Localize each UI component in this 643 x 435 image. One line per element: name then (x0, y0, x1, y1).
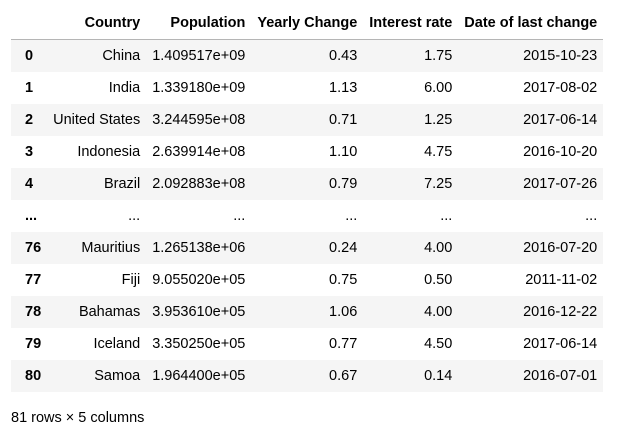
table-row: 79 Iceland 3.350250e+05 0.77 4.50 2017-0… (11, 328, 603, 360)
cell-date-of-last-change: 2016-10-20 (523, 144, 598, 160)
cell-yearly-change: 1.13 (329, 80, 358, 96)
table-row: 80 Samoa 1.964400e+05 0.67 0.14 2016-07-… (11, 360, 604, 392)
column-header-country: Country (47, 6, 147, 40)
column-header-population: Population (146, 6, 252, 40)
row-index: 79 (25, 336, 42, 352)
table-row: 1 India 1.339180e+09 1.13 6.00 2017-08-0… (11, 72, 603, 104)
cell-interest-rate: 4.00 (424, 240, 453, 256)
cell-yearly-change: 0.79 (329, 176, 358, 192)
cell-population: 3.244595e+08 (152, 112, 246, 128)
cell-country: Mauritius (81, 240, 141, 256)
cell-date-of-last-change: 2016-07-01 (523, 368, 598, 384)
row-index: ... (25, 208, 38, 224)
header-row: Country Population Yearly Change Interes… (11, 6, 604, 40)
row-index: 78 (25, 304, 42, 320)
cell-yearly-change: 0.71 (329, 112, 358, 128)
column-header-interest-rate: Interest rate (363, 6, 459, 40)
cell-interest-rate: 4.75 (424, 144, 453, 160)
cell-interest-rate: 6.00 (424, 80, 453, 96)
cell-yearly-change: 0.77 (329, 336, 358, 352)
table-row: 78 Bahamas 3.953610e+05 1.06 4.00 2016-1… (11, 296, 604, 328)
index-header (11, 6, 48, 40)
row-index: 3 (25, 144, 34, 160)
cell-country: ... (128, 208, 141, 224)
row-index: 76 (25, 240, 42, 256)
cell-country: India (108, 80, 141, 96)
cell-interest-rate: 0.50 (424, 272, 453, 288)
cell-population: 1.964400e+05 (152, 368, 246, 384)
cell-date-of-last-change: 2016-12-22 (523, 304, 598, 320)
cell-date-of-last-change: 2011-11-02 (525, 272, 598, 288)
cell-population: 1.265138e+06 (152, 240, 246, 256)
cell-interest-rate: 7.25 (424, 176, 453, 192)
cell-population: 9.055020e+05 (152, 272, 246, 288)
cell-date-of-last-change: 2017-08-02 (523, 80, 598, 96)
cell-date-of-last-change: 2017-07-26 (523, 176, 598, 192)
cell-date-of-last-change: 2016-07-20 (523, 240, 598, 256)
cell-population: ... (233, 208, 246, 224)
row-index: 77 (25, 272, 42, 288)
cell-population: 3.350250e+05 (152, 336, 246, 352)
cell-yearly-change: 0.24 (329, 240, 358, 256)
table-row: 76 Mauritius 1.265138e+06 0.24 4.00 2016… (11, 232, 604, 264)
cell-date-of-last-change: 2017-06-14 (523, 112, 598, 128)
table-row: 0 China 1.409517e+09 0.43 1.75 2015-10-2… (11, 39, 604, 72)
table-row-ellipsis: ... ... ... ... ... ... (11, 200, 603, 232)
cell-country: Brazil (103, 176, 141, 192)
row-index: 0 (25, 48, 34, 64)
cell-date-of-last-change: 2015-10-23 (523, 48, 598, 64)
cell-yearly-change: 1.06 (329, 304, 358, 320)
cell-yearly-change: 0.67 (329, 368, 358, 384)
cell-population: 2.092883e+08 (152, 176, 246, 192)
cell-country: Samoa (94, 368, 141, 384)
cell-yearly-change: 1.10 (329, 144, 358, 160)
table-row: 4 Brazil 2.092883e+08 0.79 7.25 2017-07-… (11, 168, 604, 200)
table-row: 77 Fiji 9.055020e+05 0.75 0.50 2011-11-0… (11, 264, 603, 296)
cell-population: 3.953610e+05 (152, 304, 246, 320)
row-index: 4 (25, 176, 34, 192)
table-row: 3 Indonesia 2.639914e+08 1.10 4.75 2016-… (11, 136, 603, 168)
column-header-date-of-last-change: Date of last change (458, 6, 604, 40)
cell-country: Fiji (121, 272, 141, 288)
cell-country: Iceland (93, 336, 141, 352)
cell-yearly-change: 0.43 (329, 48, 358, 64)
cell-country: Indonesia (77, 144, 141, 160)
cell-interest-rate: 4.00 (424, 304, 453, 320)
cell-yearly-change: ... (345, 208, 358, 224)
row-index: 2 (25, 112, 34, 128)
column-header-yearly-change: Yearly Change (251, 6, 364, 40)
cell-interest-rate: 4.50 (424, 336, 453, 352)
cell-interest-rate: 1.25 (424, 112, 453, 128)
cell-yearly-change: 0.75 (329, 272, 358, 288)
cell-date-of-last-change: ... (585, 208, 598, 224)
cell-population: 1.409517e+09 (152, 48, 246, 64)
cell-interest-rate: ... (440, 208, 453, 224)
cell-country: United States (53, 112, 141, 128)
cell-country: Bahamas (78, 304, 141, 320)
table-row: 2 United States 3.244595e+08 0.71 1.25 2… (11, 104, 604, 136)
cell-date-of-last-change: 2017-06-14 (523, 336, 598, 352)
dataframe-shape-caption: 81 rows × 5 columns (11, 410, 145, 426)
cell-population: 1.339180e+09 (152, 80, 246, 96)
dataframe-table: Country Population Yearly Change Interes… (11, 6, 604, 392)
row-index: 80 (25, 368, 42, 384)
cell-country: China (102, 48, 141, 64)
cell-population: 2.639914e+08 (152, 144, 246, 160)
cell-interest-rate: 0.14 (424, 368, 453, 384)
row-index: 1 (25, 80, 34, 96)
cell-interest-rate: 1.75 (424, 48, 453, 64)
